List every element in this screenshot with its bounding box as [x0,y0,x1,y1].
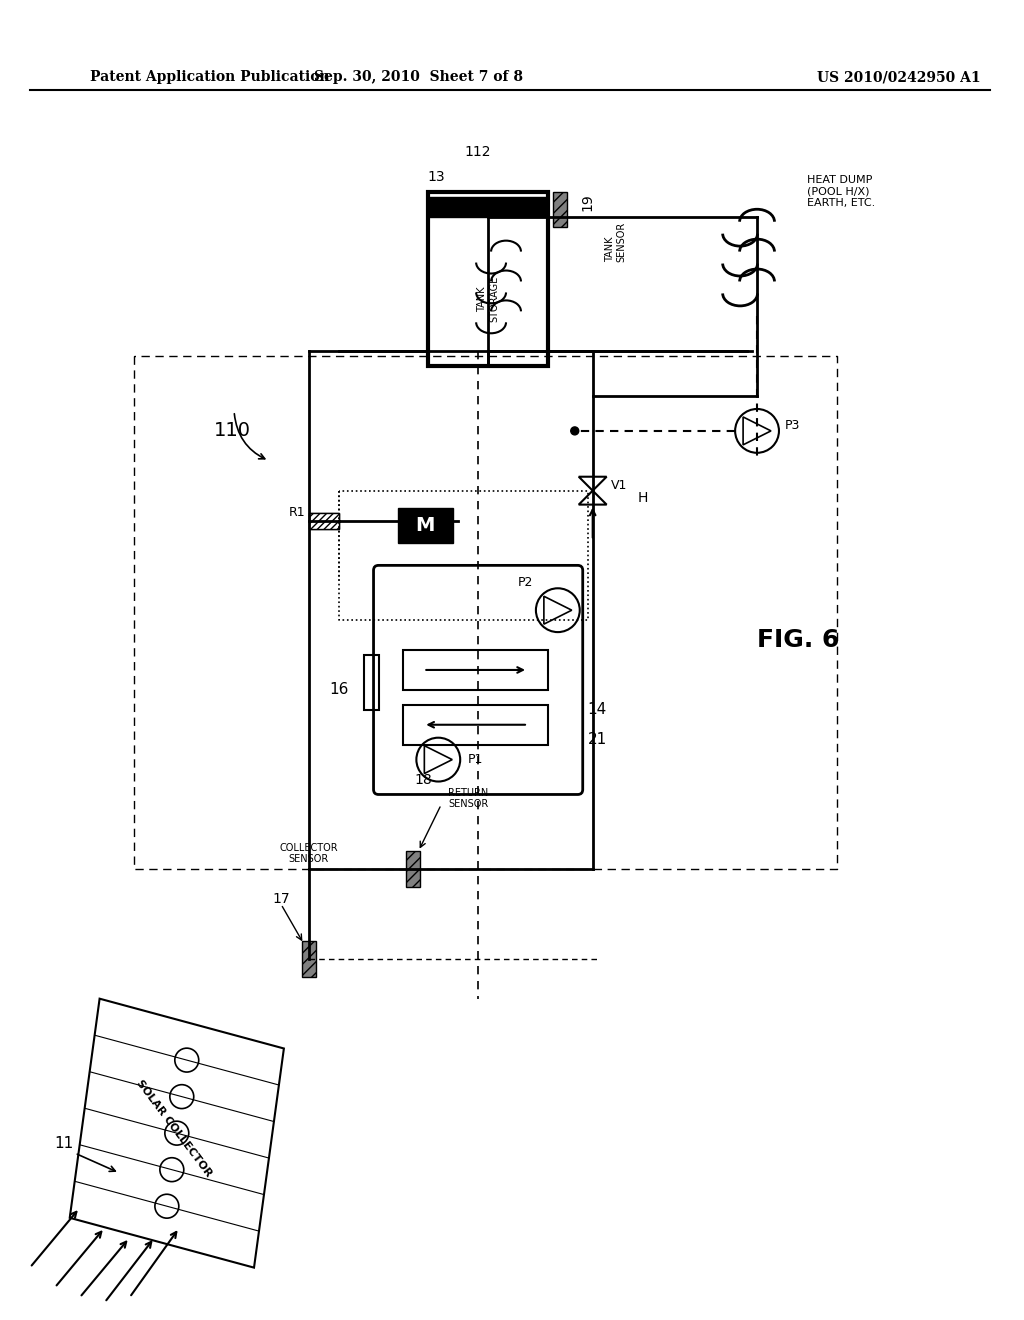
Bar [553,191,567,227]
Text: 13: 13 [427,170,445,183]
Text: 18: 18 [415,772,432,787]
Bar [364,655,379,710]
Text: 21: 21 [588,733,607,747]
Text: US 2010/0242950 A1: US 2010/0242950 A1 [817,70,980,84]
Text: P1: P1 [468,754,483,766]
Text: FIG. 6: FIG. 6 [757,628,840,652]
Text: 14: 14 [588,702,607,717]
Text: R1: R1 [289,506,305,519]
Text: HEAT DUMP
(POOL H/X)
EARTH, ETC.: HEAT DUMP (POOL H/X) EARTH, ETC. [807,176,876,209]
Text: TANK
STORAGE: TANK STORAGE [477,276,499,322]
Text: 110: 110 [214,421,251,441]
Bar [309,512,339,528]
Text: COLLECTOR
SENSOR: COLLECTOR SENSOR [280,842,338,865]
Bar [403,649,548,690]
Text: M: M [416,516,435,535]
Bar [428,197,548,216]
Text: Sep. 30, 2010  Sheet 7 of 8: Sep. 30, 2010 Sheet 7 of 8 [314,70,523,84]
Text: 112: 112 [465,145,492,158]
Text: SOLAR COLLECTOR: SOLAR COLLECTOR [135,1078,214,1179]
Text: 16: 16 [330,682,348,697]
Text: RETURN
SENSOR: RETURN SENSOR [449,788,488,809]
Text: P2: P2 [518,576,534,589]
Circle shape [570,426,579,434]
Text: Patent Application Publication: Patent Application Publication [90,70,330,84]
Text: P3: P3 [785,420,801,433]
Bar [398,508,454,544]
Bar [407,851,421,887]
Text: 19: 19 [581,193,595,211]
Bar [403,705,548,744]
Text: 11: 11 [55,1135,74,1151]
Text: V1: V1 [610,479,627,492]
Text: H: H [638,491,648,504]
Text: 17: 17 [272,892,290,906]
Bar [309,512,339,528]
Text: TANK
SENSOR: TANK SENSOR [604,222,627,261]
Bar [302,941,315,977]
